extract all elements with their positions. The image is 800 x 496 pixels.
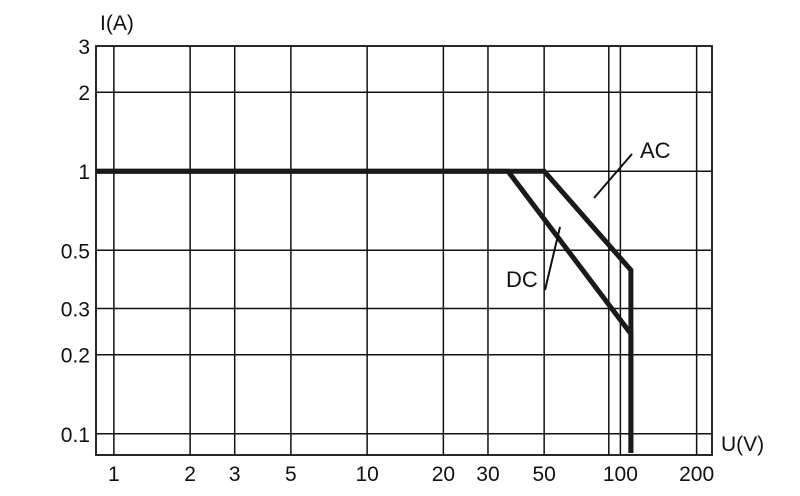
x-tick-label: 200 xyxy=(679,463,714,486)
x-tick-label: 2 xyxy=(184,463,196,486)
dc-series-label: DC xyxy=(506,267,538,292)
x-tick-label: 30 xyxy=(476,463,499,486)
y-tick-label: 0.3 xyxy=(61,299,90,322)
y-tick-label: 1 xyxy=(78,161,90,184)
tick-labels: 1 2 3 5 10 20 30 50 100 200 0.1 0.2 0.3 0.5 1 2 3 xyxy=(61,36,714,486)
series-line-ac xyxy=(96,168,634,453)
ac-label-leader xyxy=(593,153,633,199)
series-line-dc xyxy=(96,168,634,453)
y-tick-label: 0.2 xyxy=(61,345,90,368)
x-tick-label: 5 xyxy=(285,463,297,486)
x-tick-label: 1 xyxy=(108,463,120,486)
x-axis-title: U(V) xyxy=(721,433,764,456)
series-layer xyxy=(96,168,634,453)
x-tick-label: 10 xyxy=(355,463,378,486)
x-tick-label: 50 xyxy=(532,463,555,486)
x-tick-label: 3 xyxy=(229,463,241,486)
grid xyxy=(96,46,712,455)
y-axis-title: I(A) xyxy=(100,12,134,35)
x-tick-label: 100 xyxy=(603,463,638,486)
plot-frame xyxy=(95,45,713,456)
y-tick-label: 0.1 xyxy=(61,424,90,447)
y-tick-label: 2 xyxy=(78,82,90,105)
ac-series-label: AC xyxy=(640,138,671,163)
y-tick-label: 0.5 xyxy=(61,240,90,263)
x-tick-label: 20 xyxy=(432,463,455,486)
dc-label-leader xyxy=(544,226,561,291)
y-tick-label: 3 xyxy=(78,36,90,59)
